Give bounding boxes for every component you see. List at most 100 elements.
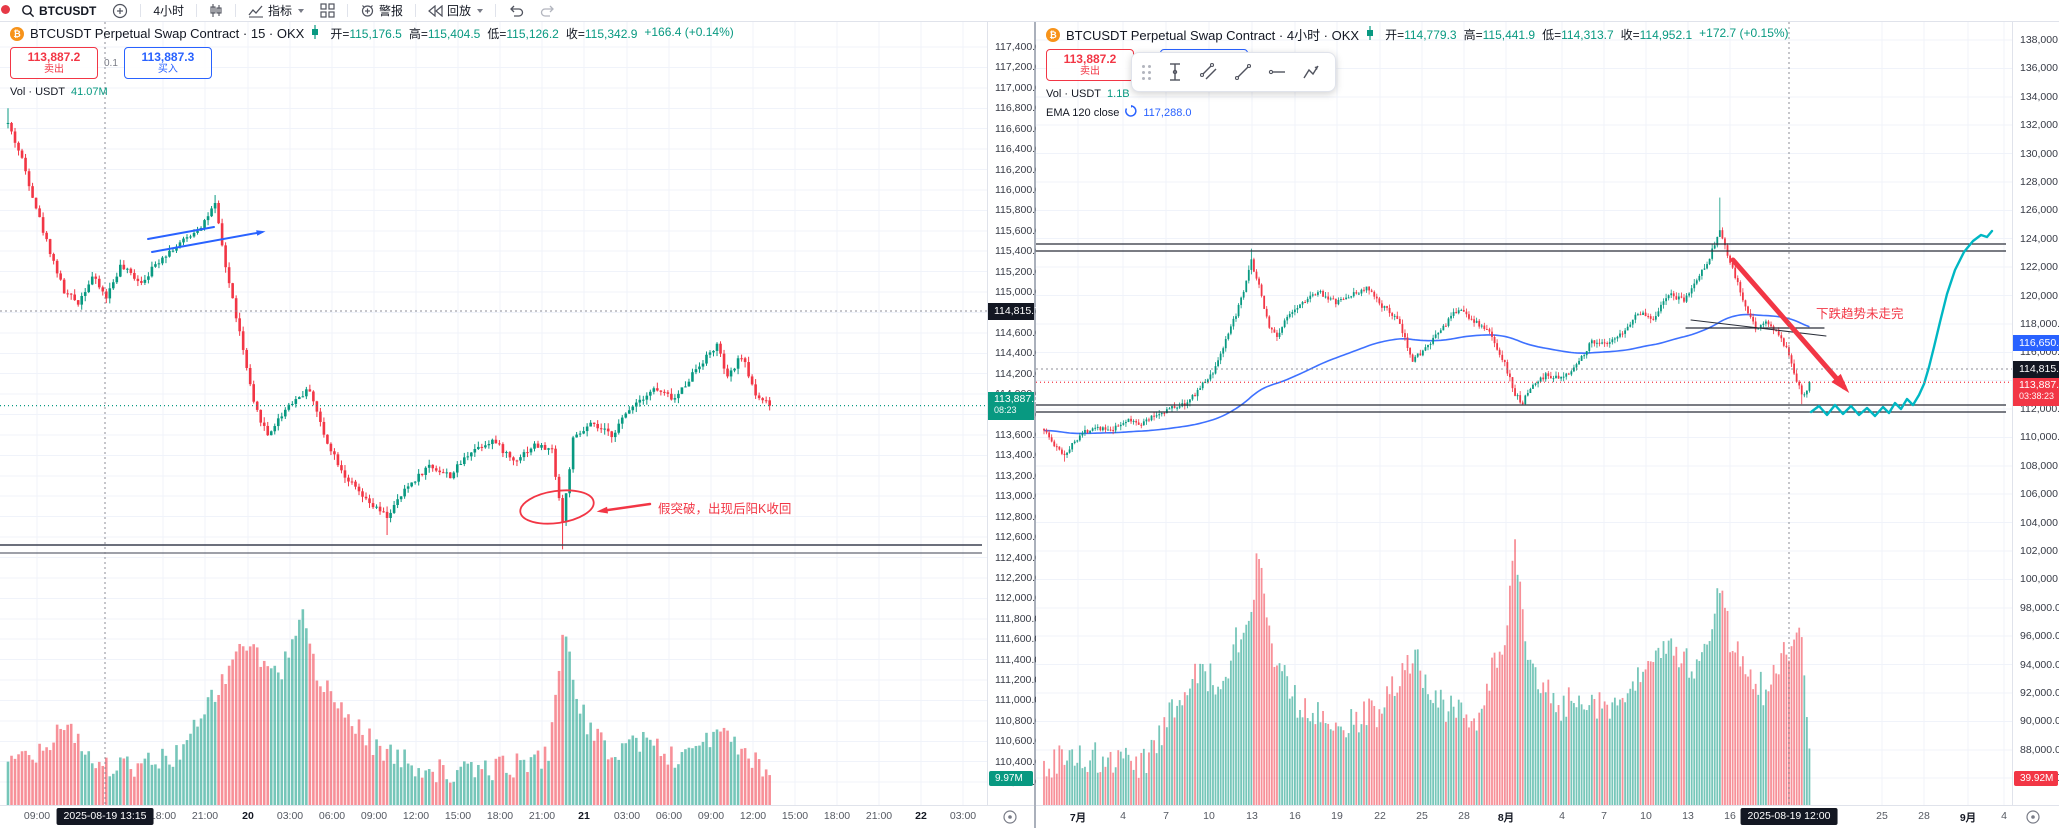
chevron-down-icon	[477, 8, 484, 13]
redo-icon	[540, 4, 556, 17]
horizontal-ray-tool-icon[interactable]	[1263, 58, 1291, 86]
price-tick-label: 112,000.0	[2020, 403, 2059, 416]
record-indicator-dot	[1, 5, 10, 14]
price-tick-label: 116,000.0	[995, 183, 1041, 196]
price-tick-label: 104,000.0	[2020, 516, 2059, 529]
price-tick-label: 126,000.0	[2020, 204, 2059, 217]
chart-legend-15m: ₿ BTCUSDT Perpetual Swap Contract · 15 ·…	[10, 25, 734, 98]
interval-label: 4小时	[153, 4, 185, 18]
price-tick-label: 98,000.0	[2020, 601, 2059, 614]
price-axis-15m[interactable]: 117,400.0 117,200.0 117,000.0 116,800.0 116,…	[987, 22, 1041, 806]
time-tick-label: 4	[1120, 810, 1126, 822]
ema-indicator-row[interactable]: EMA 120 close 117,288.0	[1046, 105, 1789, 119]
candle-type-icon	[310, 25, 320, 42]
price-tick-label: 113,000.0	[995, 490, 1041, 503]
drawings-layer	[0, 226, 982, 554]
drawing-toolbar	[1131, 52, 1336, 92]
compare-add-button[interactable]	[105, 1, 135, 21]
time-tick-label: 06:00	[655, 810, 683, 822]
time-tick-label: 13	[1246, 810, 1258, 822]
charts-container: ₿ BTCUSDT Perpetual Swap Contract · 15 ·…	[0, 22, 2059, 828]
price-tick-label: 118,000.0	[2020, 317, 2059, 330]
price-tick-label: 130,000.0	[2020, 147, 2059, 160]
time-tick-label: 10	[1203, 810, 1215, 822]
toolbar-separator	[196, 4, 198, 17]
undo-icon	[508, 4, 524, 17]
time-axis-4h[interactable]: 7月 4 7 10 13 16 19 22 25 28 8月 4 7 10 13 16 25 28 9月 4 2025-…	[1036, 805, 2059, 828]
layout-grid-button[interactable]	[313, 1, 342, 21]
interval-button[interactable]: 4小时	[146, 1, 191, 21]
time-tick-label: 15:00	[781, 810, 809, 822]
parallel-channel-tool-icon[interactable]	[1195, 58, 1223, 86]
price-tick-label: 117,000.0	[995, 81, 1041, 94]
price-tick-label: 115,200.0	[995, 265, 1041, 278]
measure-tool-icon[interactable]	[1161, 58, 1189, 86]
symbol-logo-icon: ₿	[10, 26, 24, 41]
time-tick-label: 21:00	[865, 810, 893, 822]
price-chart-15m[interactable]	[0, 22, 988, 806]
time-tick-label: 25	[1416, 810, 1428, 822]
price-tick-label: 113,600.0	[995, 428, 1041, 441]
path-tool-icon[interactable]	[1297, 58, 1325, 86]
time-tick-label: 21:00	[191, 810, 219, 822]
time-tick-label: 25	[1876, 810, 1888, 822]
undo-button[interactable]	[501, 1, 531, 21]
price-tick-label: 112,400.0	[995, 551, 1041, 564]
trend-line-tool-icon[interactable]	[1229, 58, 1257, 86]
go-to-realtime-button[interactable]	[2025, 809, 2041, 825]
price-tick-label: 106,000.0	[2020, 488, 2059, 501]
chart-title: BTCUSDT Perpetual Swap Contract · 15 · O…	[30, 26, 305, 41]
redo-button[interactable]	[533, 1, 563, 21]
toolbar-separator	[140, 4, 142, 17]
price-tick-label: 112,800.0	[995, 510, 1041, 523]
price-tick-label: 138,000.0	[2020, 34, 2059, 46]
time-tick-label: 12:00	[739, 810, 767, 822]
price-tick-label: 134,000.0	[2020, 90, 2059, 103]
price-axis-4h[interactable]: 138,000.0 136,000.0 134,000.0 132,000.0 130,…	[2012, 22, 2059, 806]
time-tick-label: 03:00	[276, 810, 304, 822]
price-tick-label: 122,000.0	[2020, 261, 2059, 274]
drag-handle-icon[interactable]	[1142, 64, 1151, 80]
price-tick-label: 96,000.0	[2020, 630, 2059, 643]
annotation-false-breakout: 假突破，出现后阳K收回	[658, 502, 792, 516]
toolbar-separator	[347, 4, 349, 17]
price-tick-label: 100,000.0	[2020, 573, 2059, 586]
price-tick-label: 108,000.0	[2020, 459, 2059, 472]
time-axis-15m[interactable]: 09:00 18:00 21:00 20 03:00 06:00 09:00 12:00 15:…	[0, 805, 1034, 828]
price-axis-label: 39.92M	[2014, 770, 2058, 786]
price-tick-label: 111,400.0	[995, 653, 1041, 666]
go-to-realtime-button[interactable]	[1002, 809, 1018, 825]
replay-button[interactable]: 回放	[421, 1, 490, 21]
chart-style-button[interactable]	[202, 1, 230, 21]
volume-indicator-label: Vol · USDT	[1046, 87, 1102, 100]
price-tick-label: 114,200.0	[995, 367, 1041, 380]
sell-button[interactable]: 113,887.2 卖出	[10, 47, 98, 79]
spread-value: 0.1	[104, 57, 118, 69]
time-tick-label: 09:00	[23, 810, 51, 822]
ema-indicator-label: EMA 120 close	[1046, 106, 1120, 119]
price-chart-4h[interactable]	[1036, 22, 2012, 806]
time-tick-label: 4	[2001, 810, 2007, 822]
replay-rewind-icon	[428, 4, 443, 17]
sell-button[interactable]: 113,887.2 卖出	[1046, 49, 1134, 81]
volume-indicator-row[interactable]: Vol · USDT 1.1B	[1046, 87, 1789, 100]
alert-button[interactable]: 警报	[353, 1, 410, 21]
price-tick-label: 115,400.0	[995, 245, 1041, 258]
time-tick-label: 20	[242, 810, 254, 822]
price-tick-label: 110,400.0	[995, 755, 1041, 768]
time-tick-label: 21:00	[528, 810, 556, 822]
crosshair-time-label: 2025-08-19 12:00	[1740, 808, 1838, 825]
time-tick-label: 9月	[1959, 812, 1977, 824]
indicators-button[interactable]: 指标	[241, 1, 311, 21]
price-tick-label: 115,000.0	[995, 286, 1041, 299]
candlestick-style-icon	[209, 3, 223, 18]
time-tick-label: 13	[1682, 810, 1694, 822]
indicators-icon	[248, 4, 264, 18]
legend-title-row: ₿ BTCUSDT Perpetual Swap Contract · 15 ·…	[10, 25, 734, 42]
price-axis-label: 113,887.303:38:23	[2013, 378, 2059, 406]
volume-indicator-row[interactable]: Vol · USDT 41.07M	[10, 85, 734, 98]
symbol-search-button[interactable]: BTCUSDT	[14, 1, 103, 21]
drawings-layer	[1036, 229, 2006, 418]
